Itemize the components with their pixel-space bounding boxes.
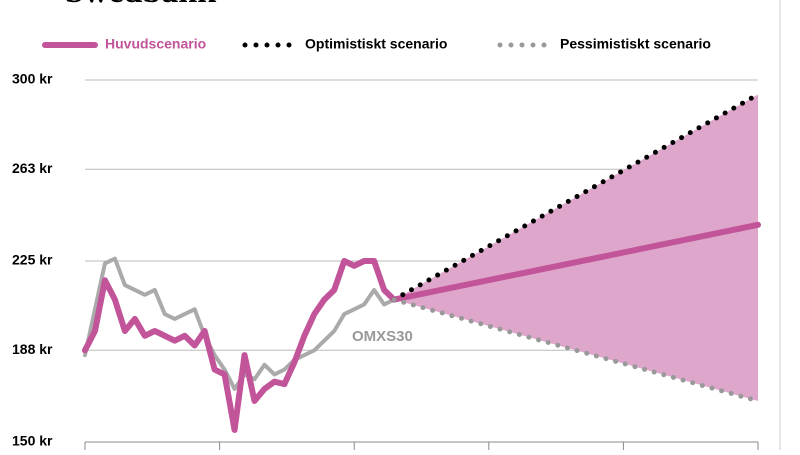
legend-label: Pessimistiskt scenario — [560, 36, 711, 52]
scenario-range — [394, 94, 758, 401]
series-line — [391, 297, 761, 404]
legend-label: Optimistiskt scenario — [305, 36, 447, 52]
y-tick-label: 300 kr — [12, 71, 53, 87]
series-annotation: OMXS30 — [352, 328, 413, 345]
chart-title: Swedbank — [65, 0, 216, 10]
y-tick-label: 225 kr — [12, 252, 53, 268]
series-line — [391, 91, 761, 303]
y-tick-label: 150 kr — [12, 433, 53, 449]
y-tick-label: 263 kr — [12, 160, 53, 176]
legend-label: Huvudscenario — [105, 36, 206, 52]
y-tick-label: 188 kr — [12, 341, 53, 357]
series-line — [82, 221, 761, 433]
